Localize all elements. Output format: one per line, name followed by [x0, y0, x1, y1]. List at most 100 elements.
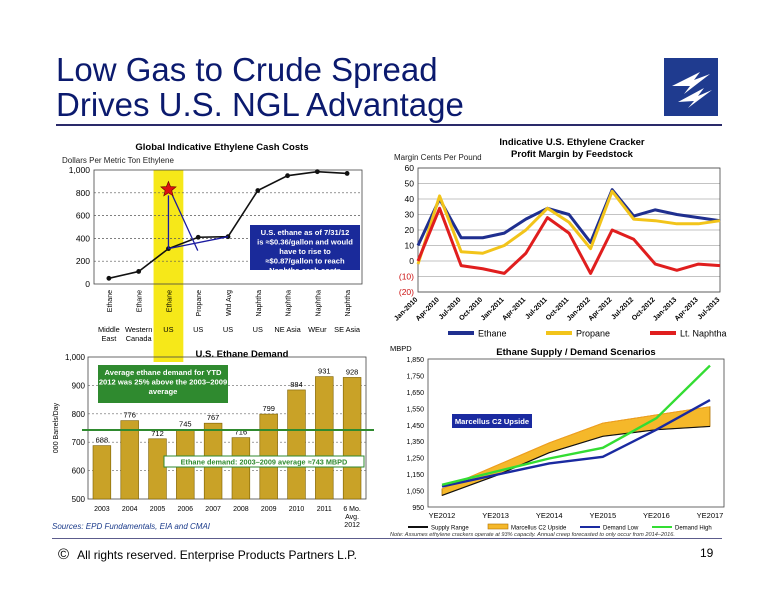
chart4-ytick: 1,150	[406, 472, 424, 479]
chart1-xcat: Propane	[196, 290, 203, 317]
chart4-legend-swatch	[487, 523, 509, 530]
title-line-1: Low Gas to Crude Spread	[56, 51, 438, 88]
chart4-ytick: 1,650	[406, 390, 424, 397]
chart1-arrow-wtd	[168, 236, 229, 250]
chart1-ytick: 600	[76, 211, 90, 221]
chart3-xtick-3: 2012	[344, 522, 360, 529]
enterprise-logo-icon	[664, 58, 718, 116]
chart3-ytick: 900	[72, 381, 86, 390]
chart3-data-label: 767	[207, 413, 220, 422]
copyright-label: All rights reserved. Enterprise Products…	[77, 548, 357, 562]
chart4-xtick: YE2014	[536, 511, 563, 520]
chart3-bar	[287, 389, 306, 500]
chart4-ytick: 1,450	[406, 423, 424, 430]
chart3-data-label: 928	[346, 367, 359, 376]
chart3-xtick: 2005	[150, 506, 166, 513]
chart4-series-demand-low	[441, 399, 711, 488]
chart4-xtick: YE2015	[589, 511, 616, 520]
chart4-ytick: 1,250	[406, 456, 424, 463]
chart3-callout-line-2: average	[149, 387, 178, 396]
chart4-xtick: YE2016	[643, 511, 670, 520]
chart3-xtick: 2009	[261, 506, 277, 513]
chart1-xcat: Naphtha	[286, 290, 293, 317]
chart2-ytick: (10)	[399, 272, 414, 282]
chart3-xtick-2: Avg.	[345, 514, 359, 521]
chart1-ytick: 0	[85, 279, 90, 289]
chart-supply-demand-scenarios: Ethane Supply / Demand Scenarios MBPD 950 1…	[390, 343, 730, 538]
chart4-ytick: 1,550	[406, 406, 424, 413]
chart3-bar	[231, 437, 251, 500]
chart3-ytick: 500	[72, 495, 86, 504]
chart4-ytick: 1,850	[406, 357, 424, 364]
chart4-legend-label: Demand High	[675, 526, 712, 532]
chart3-ytick: 600	[72, 467, 86, 476]
chart1-point	[285, 173, 290, 179]
chart1-region: NE Asia	[274, 325, 301, 334]
chart3-xtick: 2011	[317, 506, 332, 513]
chart1-region: US	[193, 325, 203, 334]
chart4-note: Note: Assumes ethylene crackers operate …	[390, 532, 675, 538]
chart1-annotation-line-3: ≈$0.87/gallon to reach	[265, 257, 345, 266]
chart4-legend-label: Supply Range	[431, 526, 469, 532]
chart3-callout-line-1: 2012 was 25% above the 2003–2009	[99, 378, 227, 387]
chart3-data-label: 712	[151, 429, 164, 438]
chart2-ytick: 50	[405, 179, 415, 189]
copyright-text: © All rights reserved. Enterprise Product…	[58, 546, 357, 563]
chart1-region: SE Asia	[334, 325, 361, 334]
chart1-point	[314, 169, 320, 175]
chart2-ytick: 60	[405, 163, 415, 173]
chart1-ytick: 200	[76, 256, 90, 266]
chart2-xtick: Apr-2011	[501, 296, 527, 322]
chart1-point	[106, 275, 112, 281]
chart1-xcat: Ethane	[166, 290, 173, 312]
chart3-ytick: 1,000	[65, 353, 86, 362]
chart3-data-label: 688	[96, 436, 109, 445]
chart2-plot-frame	[417, 167, 721, 293]
chart1-xcat: Wtd Avg	[226, 290, 233, 316]
chart1-annotation-line-1: is ≈$0.36/gallon and would	[257, 238, 353, 247]
chart4-xtick: YE2013	[482, 511, 509, 520]
chart1-region: Middle	[98, 325, 120, 334]
chart1-region: WEur	[308, 325, 327, 334]
chart3-data-label: 776	[123, 411, 136, 420]
chart4-series-demand-high	[441, 364, 711, 486]
chart3-bar	[92, 445, 112, 500]
chart2-xtick: Apr-2012	[587, 296, 613, 322]
chart1-xcat: Naphtha	[345, 290, 352, 317]
chart1-region: US	[223, 325, 233, 334]
chart3-xtick: 2010	[289, 506, 305, 513]
sources-note: Sources: EPD Fundamentals, EIA and CMAI	[52, 522, 210, 531]
chart1-arrow-diag	[171, 195, 199, 251]
chart4-series-supply-range	[441, 425, 711, 497]
chart3-bar	[120, 420, 139, 500]
chart3-ylabel: 000 Barrels/Day	[53, 402, 60, 453]
chart2-legend-label: Propane	[576, 329, 610, 339]
chart1-plot-frame	[93, 169, 363, 285]
title-line-2: Drives U.S. NGL Advantage	[56, 86, 464, 123]
chart3-bar	[148, 438, 167, 500]
chart1-point	[255, 188, 261, 193]
page-number: 19	[700, 546, 714, 560]
chart2-ytick: 40	[405, 194, 415, 204]
chart1-point	[136, 269, 142, 274]
chart2-legend-label: Ethane	[478, 329, 507, 339]
chart3-xtick: 2003	[94, 506, 110, 513]
chart1-annotation-line-0: U.S. ethane as of 7/31/12	[261, 228, 350, 237]
chart4-ytick: 950	[412, 505, 424, 512]
chart3-data-label: 884	[290, 380, 303, 389]
chart2-ytick: 30	[405, 210, 415, 220]
chart3-data-label: 931	[318, 367, 331, 376]
chart1-region: US	[253, 325, 263, 334]
chart1-point	[344, 171, 350, 176]
chart3-plot-frame	[87, 356, 367, 500]
chart1-xcat: Naphtha	[256, 290, 263, 317]
chart-ethylene-cash-costs: Global Indicative Ethylene Cash Costs Dol…	[52, 130, 382, 362]
chart3-data-label: 745	[179, 419, 192, 428]
chart3-xtick: 2006	[178, 506, 194, 513]
chart3-bar	[315, 376, 334, 500]
chart2-title-line-2: Profit Margin by Feedstock	[511, 149, 634, 160]
chart4-unit-label: MBPD	[390, 344, 412, 353]
chart4-callout-box	[452, 414, 532, 428]
chart2-ytick: (20)	[399, 287, 414, 297]
chart1-annotation-line-4: Naphtha cash costs	[269, 266, 341, 275]
